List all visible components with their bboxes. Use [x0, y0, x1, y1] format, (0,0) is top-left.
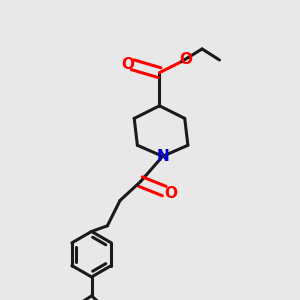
Text: O: O — [122, 57, 134, 72]
Text: O: O — [179, 52, 192, 68]
Text: N: N — [156, 149, 169, 164]
Text: O: O — [164, 186, 177, 201]
